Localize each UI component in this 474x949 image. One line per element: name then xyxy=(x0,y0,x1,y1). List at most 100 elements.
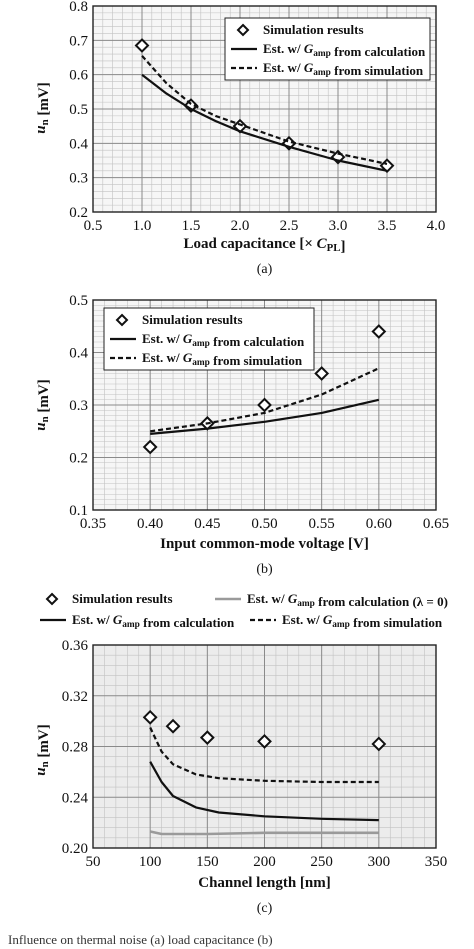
series-2 xyxy=(141,55,388,165)
series-line xyxy=(141,73,388,172)
figure-caption-footer: Influence on thermal noise (a) load capa… xyxy=(8,932,273,947)
y-axis-title: un [mV] xyxy=(33,724,52,775)
x-tick-label: 0.5 xyxy=(84,218,103,234)
series-1 xyxy=(149,830,379,836)
legend-marker-diamond xyxy=(45,592,59,606)
y-tick-label: 0.32 xyxy=(62,689,88,705)
data-point-diamond xyxy=(257,734,272,749)
x-tick-label: 2.5 xyxy=(280,218,299,234)
series-line xyxy=(149,727,379,784)
data-point-diamond xyxy=(142,709,158,725)
legend-entry-3: Est. w/ Gamp from simulation xyxy=(250,612,443,630)
legend-entry-0: Simulation results xyxy=(115,312,243,327)
y-tick-label: 0.36 xyxy=(62,638,89,654)
x-tick-label: 0.40 xyxy=(137,516,163,532)
chart-panel-a: 0.5 1.0 1.5 2.0 2.5 3.0 3.5 4.0 0.2 0.3 0.4 0.5 0.6 0… xyxy=(33,0,445,277)
x-tick-label: 350 xyxy=(425,854,448,870)
legend-entry-0: Simulation results xyxy=(236,22,364,37)
x-axis-title: Input common-mode voltage [V] xyxy=(160,536,369,552)
legend-label: Est. w/ Gamp from simulation xyxy=(282,612,443,630)
data-point-diamond xyxy=(371,324,387,339)
series-2 xyxy=(149,761,379,822)
y-tick-label: 0.24 xyxy=(62,790,89,806)
legend: Simulation results Est. w/ Gamp from calc… xyxy=(224,17,431,81)
data-point-diamond xyxy=(165,718,181,734)
x-tick-label: 0.45 xyxy=(194,516,220,532)
y-tick-label: 0.8 xyxy=(69,0,88,15)
y-tick-label: 0.20 xyxy=(62,841,88,857)
legend: Simulation results Est. w/ Gamp from calc… xyxy=(103,307,315,371)
x-tick-label: 0.35 xyxy=(80,516,106,532)
legend-entry-0: Simulation results xyxy=(45,591,173,606)
data-point-diamond xyxy=(134,38,150,53)
series-line xyxy=(149,761,379,822)
series-1 xyxy=(141,73,388,172)
data-point-diamond xyxy=(379,158,395,174)
data-point-diamond xyxy=(314,366,330,381)
legend-label: Simulation results xyxy=(263,22,364,37)
legend-label: Est. w/ Gamp from calculation xyxy=(72,612,235,630)
y-tick-label: 0.4 xyxy=(69,136,88,152)
data-point-diamond xyxy=(142,439,158,455)
x-tick-label: 50 xyxy=(86,854,101,870)
y-tick-label: 0.1 xyxy=(69,503,88,519)
legend-entry-2: Est. w/ Gamp from simulation xyxy=(110,350,303,368)
chart-panel-c: 50 100 150 200 250 300 350 0.20 0.24 0.28 0.32 0.36… xyxy=(33,591,448,916)
chart-panel-b: 0.35 0.40 0.45 0.50 0.55 0.60 0.65 0.1 0.2 0.3 0.4… xyxy=(33,293,449,577)
x-tick-label: 0.65 xyxy=(423,516,449,532)
series-line xyxy=(150,398,380,435)
x-tick-label: 3.5 xyxy=(378,218,397,234)
legend-entry-2: Est. w/ Gamp from calculation xyxy=(40,612,235,630)
x-tick-label: 250 xyxy=(310,854,333,870)
x-axis-title: Load capacitance [× CPL] xyxy=(184,236,346,255)
series-line xyxy=(141,55,388,165)
x-tick-label: 3.0 xyxy=(329,218,348,234)
data-point-diamond xyxy=(371,736,387,752)
legend-entry-2: Est. w/ Gamp from simulation xyxy=(231,60,424,78)
x-tick-label: 200 xyxy=(253,854,276,870)
panel-label: (c) xyxy=(257,901,273,916)
y-axis-title: un [mV] xyxy=(33,379,52,430)
x-tick-label: 300 xyxy=(368,854,391,870)
x-tick-label: 0.60 xyxy=(366,516,392,532)
data-point-diamond xyxy=(199,730,215,746)
legend-box xyxy=(224,17,431,81)
y-tick-label: 0.7 xyxy=(69,33,88,49)
legend-box xyxy=(103,307,315,371)
plot-frame xyxy=(92,644,437,849)
plot-frame xyxy=(92,5,437,213)
series-2 xyxy=(150,367,380,433)
legend-label: Est. w/ Gamp from simulation xyxy=(142,350,303,368)
y-tick-label: 0.28 xyxy=(62,740,88,756)
legend-label: Est. w/ Gamp from simulation xyxy=(263,60,424,78)
series-1 xyxy=(150,398,380,435)
series-line xyxy=(150,367,380,433)
x-tick-label: 0.50 xyxy=(251,516,277,532)
legend-label: Est. w/ Gamp from calculation xyxy=(263,41,426,59)
y-tick-label: 0.6 xyxy=(69,68,88,84)
x-tick-label: 1.5 xyxy=(182,218,201,234)
panel-label: (b) xyxy=(256,562,273,577)
plot-frame xyxy=(92,299,437,511)
legend-label: Simulation results xyxy=(72,591,173,606)
x-tick-label: 4.0 xyxy=(427,218,446,234)
x-tick-label: 100 xyxy=(139,854,162,870)
legend-entry-1: Est. w/ Gamp from calculation xyxy=(231,41,426,59)
series-3 xyxy=(149,727,379,784)
legend-marker-diamond xyxy=(236,23,250,37)
y-tick-label: 0.5 xyxy=(69,293,88,309)
y-tick-label: 0.3 xyxy=(69,171,88,187)
legend-entry-1: Est. w/ Gamp from calculation xyxy=(110,331,305,349)
legend: Simulation results Est. w/ Gamp from calc… xyxy=(40,591,448,630)
y-tick-label: 0.5 xyxy=(69,102,88,118)
legend-label: Est. w/ Gamp from calculation xyxy=(142,331,305,349)
legend-label: Simulation results xyxy=(142,312,243,327)
legend-entry-1: Est. w/ Gamp from calculation (λ = 0) xyxy=(215,591,448,609)
y-tick-label: 0.4 xyxy=(69,346,88,362)
y-tick-label: 0.2 xyxy=(69,205,88,221)
x-tick-label: 2.0 xyxy=(231,218,250,234)
y-axis-title: un [mV] xyxy=(33,82,52,133)
x-tick-label: 150 xyxy=(196,854,219,870)
series-0 xyxy=(142,709,387,752)
series-line xyxy=(149,830,379,836)
